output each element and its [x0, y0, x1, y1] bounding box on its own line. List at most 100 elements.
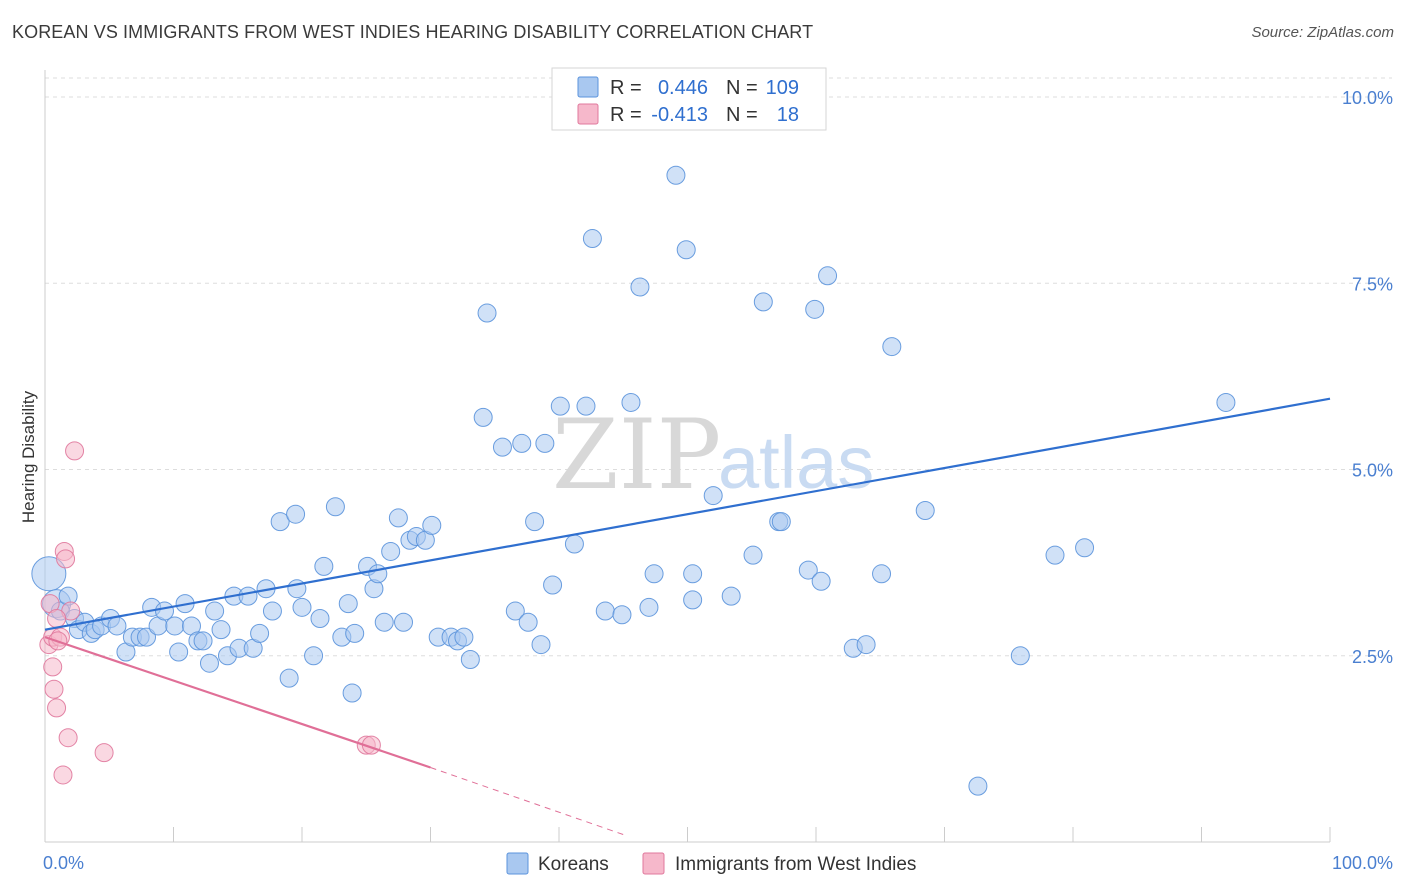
point-series-0-73	[535, 433, 555, 453]
bottom-legend-label-west-indies: Immigrants from West Indies	[675, 854, 916, 875]
point-series-0-52	[374, 612, 394, 632]
chart-source: Source: ZipAtlas.com	[1251, 24, 1394, 41]
point-series-0-104	[968, 776, 988, 796]
point-series-0-24	[193, 631, 213, 651]
point-series-0-100	[856, 635, 876, 655]
trend-line-extension-1	[430, 767, 624, 836]
point-series-0-76	[564, 534, 584, 554]
data-points	[31, 165, 1236, 796]
point-series-0-71	[525, 512, 545, 532]
point-series-0-67	[492, 437, 512, 457]
point-series-0-63	[454, 627, 474, 647]
point-series-1-11	[65, 441, 85, 461]
y-tick-label-3: 10.0%	[1342, 88, 1393, 108]
trend-line-1	[44, 636, 431, 769]
point-series-0-51	[368, 564, 388, 584]
point-series-0-53	[381, 541, 401, 561]
point-series-0-74	[543, 575, 563, 595]
point-series-1-8	[56, 549, 76, 569]
point-series-0-19	[165, 616, 185, 636]
legend-r-value-west-indies: -0.413	[651, 104, 708, 126]
point-series-0-92	[753, 292, 773, 312]
bottom-legend: Koreans Immigrants from West Indies	[506, 852, 916, 875]
y-tick-labels: 2.5% 5.0% 7.5% 10.0%	[1342, 88, 1393, 667]
point-series-0-43	[314, 556, 334, 576]
point-series-1-12	[53, 765, 73, 785]
point-series-0-54	[388, 508, 408, 528]
point-series-0-31	[238, 586, 258, 606]
y-tick-label-0: 2.5%	[1352, 647, 1393, 667]
point-series-0-106	[1045, 545, 1065, 565]
point-series-0-77	[576, 396, 596, 416]
point-series-0-46	[338, 594, 358, 614]
point-series-0-44	[325, 497, 345, 517]
point-series-0-98	[818, 266, 838, 286]
point-series-0-72	[531, 635, 551, 655]
point-series-1-3	[43, 657, 63, 677]
point-series-1-17	[47, 609, 67, 628]
grid-lines	[45, 77, 1392, 657]
point-series-1-9	[58, 728, 78, 748]
legend-n-label-koreans: N =	[726, 77, 758, 99]
point-series-0-103	[915, 500, 935, 520]
legend-r-label-koreans: R =	[610, 77, 642, 99]
x-tick-label-min: 0.0%	[43, 853, 84, 873]
point-series-0-78	[582, 229, 602, 249]
point-series-0-48	[345, 623, 365, 643]
point-series-0-94	[771, 512, 791, 532]
point-series-1-5	[47, 698, 67, 718]
legend: R = 0.446 N = 109 R = -0.413 N = 18	[551, 67, 827, 131]
point-series-0-108	[1216, 392, 1236, 412]
legend-n-value-west-indies: 18	[777, 104, 799, 126]
point-series-0-96	[805, 299, 825, 319]
x-tick-labels: 0.0% 100.0%	[43, 853, 1393, 873]
point-series-0-80	[612, 605, 632, 625]
point-series-0-87	[683, 564, 703, 584]
point-series-0-81	[621, 392, 641, 412]
legend-n-value-koreans: 109	[766, 77, 799, 99]
point-series-0-91	[743, 545, 763, 565]
point-series-0-65	[473, 407, 493, 427]
point-series-0-89	[703, 486, 723, 506]
trend-lines	[44, 397, 1331, 836]
point-series-0-36	[270, 512, 290, 532]
point-series-0-27	[211, 620, 231, 640]
axes	[44, 70, 1331, 843]
point-series-0-88	[683, 590, 703, 610]
point-series-0-47	[342, 683, 362, 703]
point-series-0-90	[721, 586, 741, 606]
watermark-atlas: atlas	[718, 421, 874, 504]
watermark-zip: ZIP	[552, 399, 721, 511]
point-series-0-95	[798, 560, 818, 580]
point-series-0-70	[518, 612, 538, 632]
bottom-legend-label-koreans: Koreans	[538, 854, 609, 875]
y-tick-label-1: 5.0%	[1352, 461, 1393, 481]
point-series-0-107	[1075, 538, 1095, 558]
point-series-0-40	[292, 597, 312, 617]
point-series-0-25	[199, 653, 219, 673]
point-series-0-26	[205, 601, 225, 621]
y-axis-label: Hearing Disability	[19, 390, 38, 523]
point-series-0-97	[811, 571, 831, 591]
legend-r-value-koreans: 0.446	[658, 77, 708, 99]
point-series-0-84	[644, 564, 664, 584]
point-series-0-68	[505, 601, 525, 621]
point-series-0-20	[169, 642, 189, 662]
point-series-0-0	[31, 556, 67, 592]
point-series-1-13	[94, 743, 114, 763]
point-series-0-86	[676, 240, 696, 260]
point-series-0-101	[872, 564, 892, 584]
point-series-0-105	[1010, 646, 1030, 666]
point-series-0-75	[550, 396, 570, 416]
point-series-0-64	[460, 649, 480, 669]
y-tick-label-2: 7.5%	[1352, 274, 1393, 294]
point-series-0-85	[666, 165, 686, 185]
point-series-0-11	[107, 616, 127, 636]
legend-swatch-west-indies	[577, 103, 599, 125]
point-series-0-33	[250, 623, 270, 643]
legend-swatch-koreans	[577, 76, 599, 98]
point-series-0-83	[639, 597, 659, 617]
legend-r-label-west-indies: R =	[610, 104, 642, 126]
point-series-0-102	[882, 337, 902, 357]
